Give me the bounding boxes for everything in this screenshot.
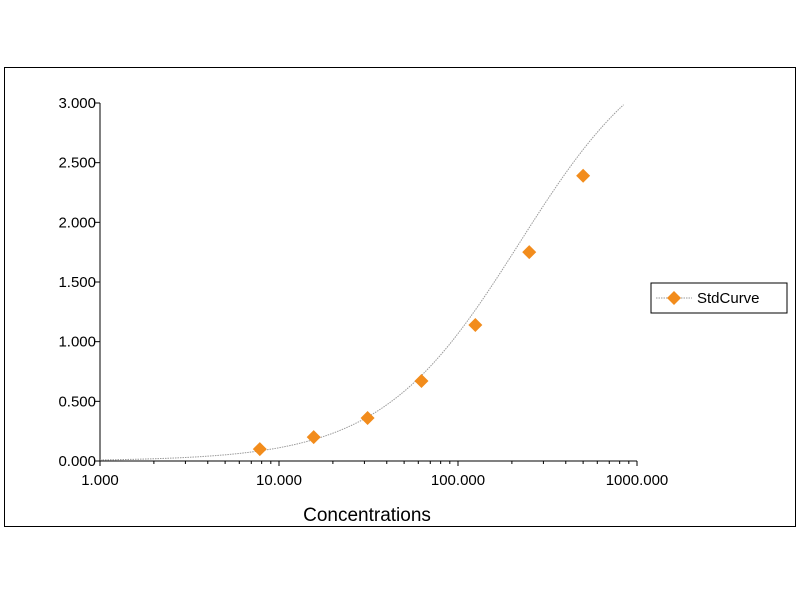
data-point-diamond — [360, 411, 375, 426]
tick-marks — [95, 102, 638, 466]
y-tick-label: 0.500 — [58, 393, 96, 410]
x-axis-title: Concentrations — [303, 505, 431, 526]
data-point-diamond — [306, 430, 321, 445]
x-tick-label: 1000.000 — [606, 472, 669, 489]
y-tick-label: 2.500 — [58, 155, 96, 172]
data-point-diamond — [522, 245, 537, 260]
y-tick-label: 1.000 — [58, 334, 96, 351]
legend: StdCurve — [650, 282, 788, 314]
chart-plot: 0.000 0.500 1.000 1.500 2.000 2.500 3.000 1.000… — [58, 95, 788, 526]
x-tick-label: 10.000 — [256, 472, 302, 489]
y-tick-label: 3.000 — [58, 95, 96, 112]
data-point-diamond — [468, 317, 483, 332]
x-tick-label: 1.000 — [81, 472, 119, 489]
chart-frame: 0.000 0.500 1.000 1.500 2.000 2.500 3.000 1.000… — [4, 67, 796, 527]
fit-curve-line — [99, 104, 624, 461]
y-tick-label: 0.000 — [58, 453, 96, 470]
axes — [99, 103, 637, 462]
tick-labels: 0.000 0.500 1.000 1.500 2.000 2.500 3.000 1.000… — [58, 95, 668, 489]
legend-label: StdCurve — [697, 290, 760, 307]
x-tick-label: 100.000 — [431, 472, 485, 489]
y-tick-label: 2.000 — [58, 214, 96, 231]
y-tick-label: 1.500 — [58, 274, 96, 291]
data-point-diamond — [252, 442, 267, 457]
data-point-diamond — [576, 168, 591, 183]
data-points — [252, 168, 591, 457]
data-point-diamond — [414, 374, 429, 389]
legend-diamond-icon — [667, 291, 681, 305]
